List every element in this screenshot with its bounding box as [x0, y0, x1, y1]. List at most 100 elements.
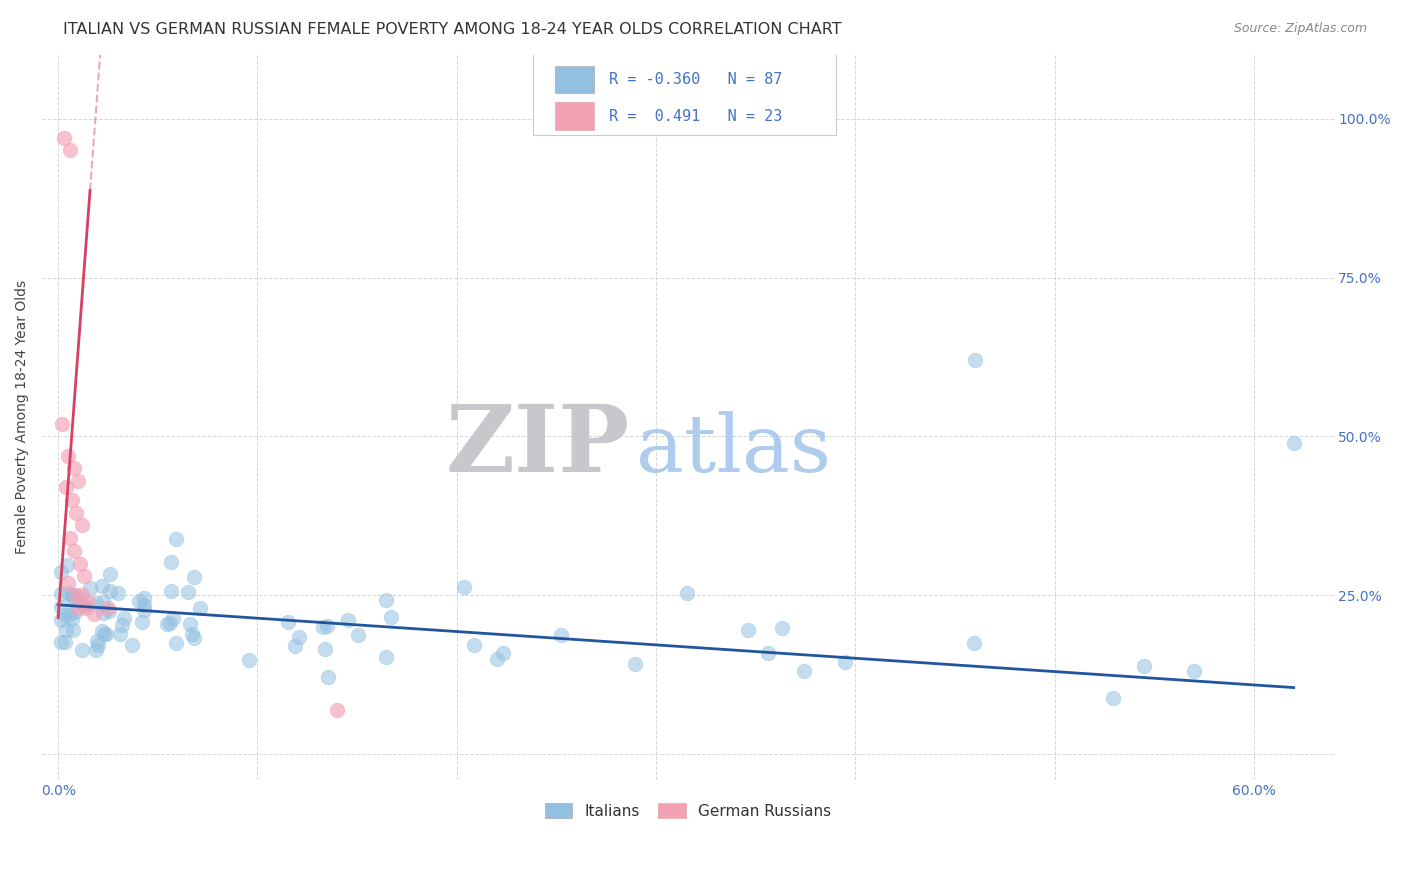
Text: ZIP: ZIP: [446, 401, 630, 491]
Italians: [98, 566, 121, 581]
Italians: [49, 600, 72, 615]
Italians: [453, 580, 475, 594]
German Russians: [83, 607, 105, 622]
Italians: [93, 627, 115, 641]
Italians: [1182, 664, 1205, 678]
Italians: [156, 617, 179, 632]
Italians: [111, 618, 134, 632]
Italians: [86, 638, 108, 652]
Italians: [91, 624, 114, 638]
German Russians: [59, 144, 82, 158]
Italians: [312, 620, 335, 634]
Italians: [287, 630, 309, 644]
Italians: [86, 634, 108, 648]
Legend: Italians, German Russians: Italians, German Russians: [537, 795, 838, 826]
Italians: [134, 598, 156, 612]
Italians: [375, 592, 398, 607]
Italians: [1102, 691, 1125, 706]
Italians: [121, 638, 143, 652]
Italians: [67, 591, 90, 606]
Italians: [84, 643, 107, 657]
Italians: [162, 611, 184, 625]
Italians: [79, 581, 101, 595]
Italians: [315, 619, 337, 633]
Italians: [94, 627, 117, 641]
Italians: [165, 532, 187, 546]
German Russians: [53, 130, 76, 145]
German Russians: [73, 569, 96, 583]
Italians: [91, 606, 114, 620]
Italians: [134, 591, 156, 606]
German Russians: [69, 557, 91, 571]
Italians: [159, 616, 181, 631]
Italians: [55, 623, 77, 637]
Italians: [110, 627, 132, 641]
Text: Source: ZipAtlas.com: Source: ZipAtlas.com: [1233, 22, 1367, 36]
Italians: [737, 623, 759, 637]
Bar: [555, 103, 593, 130]
Italians: [60, 612, 83, 626]
Italians: [314, 642, 336, 657]
German Russians: [65, 506, 87, 520]
German Russians: [51, 417, 73, 431]
Italians: [1282, 435, 1305, 450]
Italians: [70, 643, 93, 657]
Text: R =  0.491   N = 23: R = 0.491 N = 23: [609, 109, 783, 124]
German Russians: [77, 595, 100, 609]
German Russians: [55, 480, 77, 494]
German Russians: [56, 449, 79, 463]
Italians: [623, 657, 645, 672]
Italians: [181, 627, 204, 641]
Italians: [49, 635, 72, 649]
Italians: [284, 639, 307, 653]
Y-axis label: Female Poverty Among 18-24 Year Olds: Female Poverty Among 18-24 Year Olds: [15, 280, 30, 555]
Italians: [183, 570, 205, 584]
Italians: [91, 579, 114, 593]
Italians: [55, 558, 77, 572]
Italians: [179, 616, 201, 631]
Italians: [834, 655, 856, 669]
Italians: [770, 621, 793, 635]
Italians: [112, 611, 135, 625]
German Russians: [63, 461, 86, 475]
Italians: [550, 628, 572, 642]
Italians: [756, 647, 779, 661]
Italians: [93, 595, 115, 609]
German Russians: [75, 601, 97, 615]
Italians: [63, 605, 86, 619]
Italians: [165, 636, 187, 650]
Italians: [277, 615, 299, 629]
Italians: [346, 628, 368, 642]
Italians: [98, 584, 121, 599]
Italians: [463, 638, 485, 652]
German Russians: [67, 474, 90, 488]
Italians: [51, 587, 73, 601]
Italians: [72, 599, 94, 613]
Italians: [62, 588, 84, 602]
Text: ITALIAN VS GERMAN RUSSIAN FEMALE POVERTY AMONG 18-24 YEAR OLDS CORRELATION CHART: ITALIAN VS GERMAN RUSSIAN FEMALE POVERTY…: [63, 22, 842, 37]
German Russians: [56, 575, 79, 590]
German Russians: [67, 601, 90, 615]
Italians: [84, 596, 107, 610]
Italians: [97, 604, 120, 618]
Italians: [49, 613, 72, 627]
German Russians: [97, 601, 120, 615]
Text: R = -0.360   N = 87: R = -0.360 N = 87: [609, 72, 783, 87]
Italians: [58, 607, 80, 622]
Italians: [56, 586, 79, 600]
Italians: [486, 652, 509, 666]
FancyBboxPatch shape: [533, 45, 837, 135]
Italians: [107, 585, 129, 599]
Italians: [177, 585, 200, 599]
Italians: [316, 670, 339, 684]
German Russians: [63, 544, 86, 558]
Italians: [793, 665, 815, 679]
Text: atlas: atlas: [636, 411, 831, 489]
Italians: [963, 353, 986, 368]
German Russians: [60, 493, 83, 508]
Italians: [131, 615, 153, 630]
Italians: [238, 653, 260, 667]
Bar: [555, 66, 593, 94]
Italians: [53, 635, 76, 649]
Italians: [60, 589, 83, 603]
